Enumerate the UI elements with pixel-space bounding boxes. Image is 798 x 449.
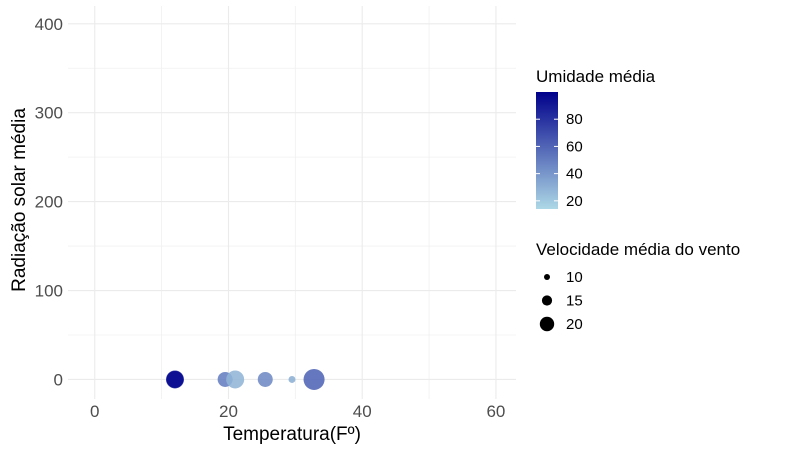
- data-point: [257, 371, 273, 387]
- data-point: [226, 370, 245, 389]
- size-legend-label: 20: [566, 316, 583, 333]
- size-legend-title: Velocidade média do vento: [536, 240, 740, 259]
- color-legend-title: Umidade média: [536, 67, 656, 86]
- data-points: [165, 368, 325, 390]
- y-tick-label: 0: [54, 370, 63, 389]
- size-legend-key: [541, 295, 553, 306]
- color-legend-bar: [536, 92, 558, 209]
- color-legend: Umidade média 80 60 40 20: [536, 67, 656, 210]
- size-legend-key: [544, 274, 550, 280]
- y-tick-label: 400: [35, 15, 63, 34]
- data-point: [288, 375, 296, 383]
- size-legend-items: 10 15 20: [539, 269, 583, 333]
- size-legend-label: 15: [566, 293, 583, 310]
- color-legend-label: 60: [566, 138, 583, 155]
- x-tick-label: 0: [90, 402, 99, 421]
- x-axis-ticks: 0 20 40 60: [90, 402, 505, 421]
- size-legend: Velocidade média do vento 10 15 20: [536, 240, 740, 333]
- major-grid: [68, 6, 516, 399]
- x-tick-label: 40: [353, 402, 372, 421]
- x-tick-label: 60: [486, 402, 505, 421]
- color-legend-label: 40: [566, 166, 583, 183]
- data-point: [303, 368, 325, 390]
- data-point: [166, 370, 184, 388]
- y-tick-label: 100: [35, 282, 63, 301]
- size-legend-label: 10: [566, 269, 583, 286]
- y-tick-label: 300: [35, 104, 63, 123]
- color-legend-label: 80: [566, 111, 583, 128]
- y-tick-label: 200: [35, 193, 63, 212]
- minor-grid: [68, 6, 516, 399]
- y-axis-ticks: 0 100 200 300 400: [35, 15, 63, 390]
- color-legend-ticks: 80 60 40 20: [536, 111, 583, 210]
- size-legend-key: [539, 316, 555, 332]
- x-axis-title: Temperatura(Fº): [223, 424, 361, 445]
- y-axis-title: Radiação solar média: [9, 108, 30, 292]
- x-tick-label: 20: [219, 402, 238, 421]
- color-legend-label: 20: [566, 193, 583, 210]
